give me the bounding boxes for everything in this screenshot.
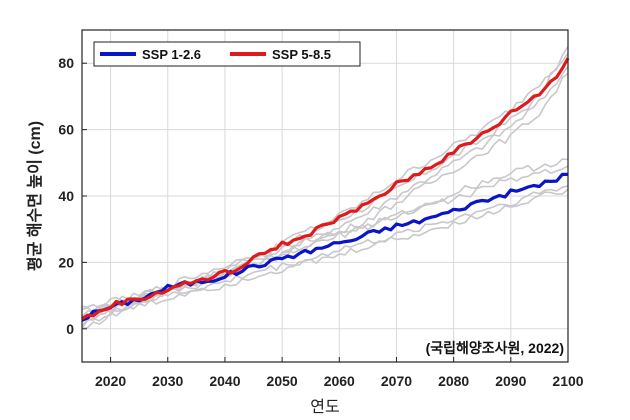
legend: SSP 1-2.6 SSP 5-8.5 xyxy=(93,41,361,67)
series-line-ssp126 xyxy=(81,172,568,322)
x-axis-ticks: 2020 2030 2040 2050 2060 2070 2080 2090 2100 xyxy=(95,357,584,389)
series-lines xyxy=(81,57,570,322)
x-tick-label: 2030 xyxy=(152,373,183,389)
source-annotation: (국립해양조사원, 2022) xyxy=(426,340,564,356)
legend-box xyxy=(93,41,361,67)
y-tick-label: 0 xyxy=(66,321,74,337)
x-tick-label: 2100 xyxy=(552,373,583,389)
x-tick-label: 2020 xyxy=(95,373,126,389)
y-tick-label: 60 xyxy=(58,122,74,138)
x-tick-label: 2050 xyxy=(267,373,298,389)
x-tick-label: 2070 xyxy=(381,373,412,389)
x-tick-label: 2040 xyxy=(209,373,240,389)
series-line-ssp585 xyxy=(81,57,570,321)
y-axis-label: 평균 해수면 높이 (cm) xyxy=(26,121,44,271)
x-tick-label: 2060 xyxy=(324,373,355,389)
ensemble-line xyxy=(81,188,569,330)
x-tick-label: 2090 xyxy=(495,373,526,389)
legend-label-ssp585: SSP 5-8.5 xyxy=(272,47,331,62)
x-axis-label: 연도 xyxy=(310,398,339,416)
legend-label-ssp126: SSP 1-2.6 xyxy=(142,47,201,62)
y-axis-ticks: 0 20 40 60 80 xyxy=(58,55,87,337)
y-tick-label: 80 xyxy=(58,55,74,71)
x-tick-label: 2080 xyxy=(438,373,469,389)
grid xyxy=(82,30,569,362)
y-tick-label: 20 xyxy=(58,254,74,270)
y-tick-label: 40 xyxy=(58,188,74,204)
